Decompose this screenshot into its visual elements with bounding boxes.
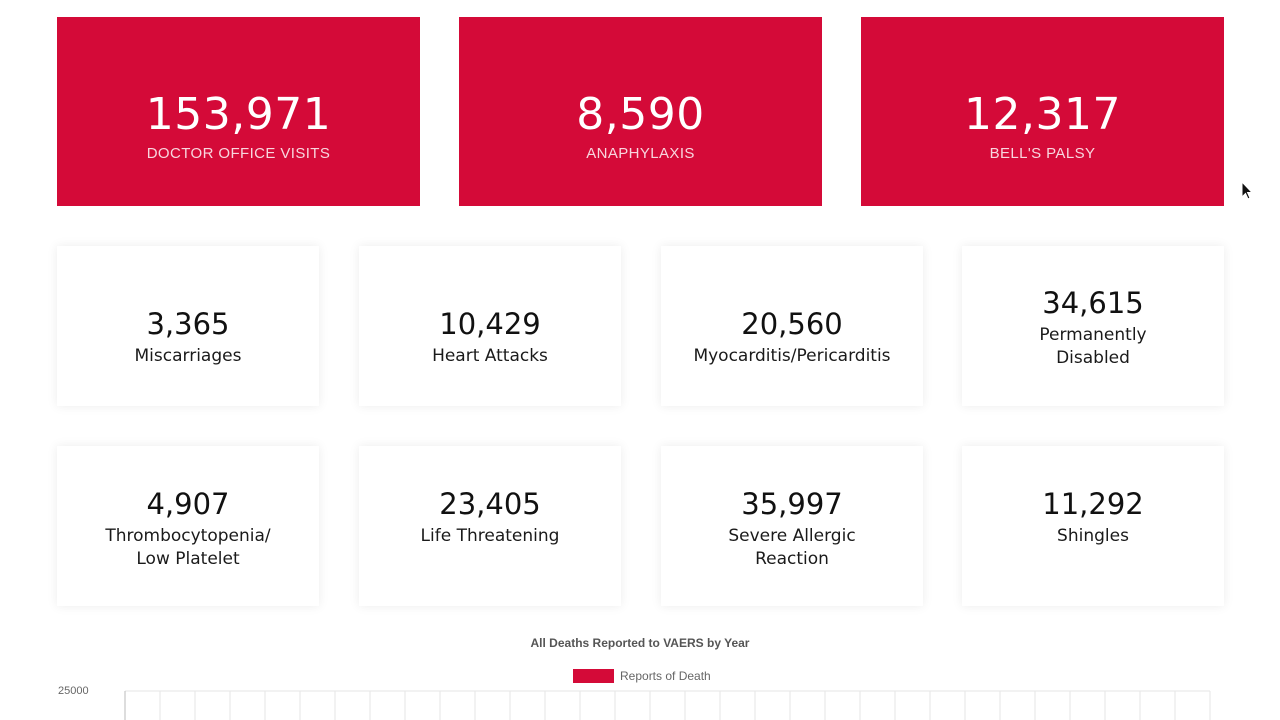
stat-card-shingles: 11,292 Shingles [962, 446, 1224, 606]
stat-value: 23,405 [439, 487, 541, 521]
chart-legend[interactable]: Reports of Death [573, 668, 711, 684]
stat-card-thrombocytopenia: 4,907 Thrombocytopenia/ Low Platelet [57, 446, 319, 606]
highlight-value: 153,971 [145, 89, 332, 140]
stat-card-heart-attacks: 10,429 Heart Attacks [359, 246, 621, 406]
stat-card-life-threatening: 23,405 Life Threatening [359, 446, 621, 606]
stat-value: 11,292 [1042, 487, 1144, 521]
stat-value: 10,429 [439, 307, 541, 341]
stat-value: 20,560 [741, 307, 843, 341]
chart-title: All Deaths Reported to VAERS by Year [530, 636, 750, 650]
mouse-pointer-icon [1241, 181, 1254, 200]
stat-card-myocarditis: 20,560 Myocarditis/Pericarditis [661, 246, 923, 406]
stat-value: 3,365 [146, 307, 230, 341]
stat-label: Myocarditis/Pericarditis [693, 346, 891, 366]
legend-swatch[interactable] [573, 669, 614, 683]
stat-label: Shingles [1057, 526, 1129, 546]
stat-label: Permanently Disabled [1039, 325, 1147, 368]
highlight-value: 12,317 [964, 89, 1121, 140]
highlight-label: BELL'S PALSY [989, 145, 1096, 162]
stat-card-miscarriages: 3,365 Miscarriages [57, 246, 319, 406]
highlight-value: 8,590 [576, 89, 705, 140]
stat-label: Life Threatening [420, 526, 560, 546]
highlight-card-anaphylaxis: 8,590 ANAPHYLAXIS [459, 17, 822, 206]
stat-value: 35,997 [741, 487, 843, 521]
highlight-label: DOCTOR OFFICE VISITS [146, 145, 331, 162]
stat-card-severe-allergic-reaction: 35,997 Severe Allergic Reaction [661, 446, 923, 606]
highlight-label: ANAPHYLAXIS [586, 145, 695, 162]
stat-label: Thrombocytopenia/ Low Platelet [105, 526, 271, 569]
stat-label: Miscarriages [134, 346, 242, 366]
legend-label[interactable]: Reports of Death [620, 669, 711, 683]
stat-value: 34,615 [1042, 286, 1144, 320]
stat-card-permanently-disabled: 34,615 Permanently Disabled [962, 246, 1224, 406]
y-axis-tick-label: 25000 [58, 685, 89, 697]
highlight-card-doctor-visits: 153,971 DOCTOR OFFICE VISITS [57, 17, 420, 206]
highlight-card-bells-palsy: 12,317 BELL'S PALSY [861, 17, 1224, 206]
stat-label: Severe Allergic Reaction [728, 526, 856, 569]
stat-label: Heart Attacks [432, 346, 548, 366]
stat-value: 4,907 [146, 487, 230, 521]
